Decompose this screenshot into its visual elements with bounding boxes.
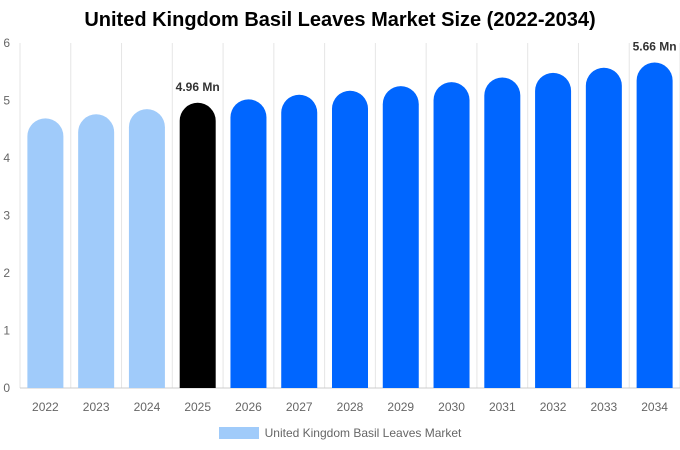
x-tick-label: 2031: [489, 400, 516, 414]
x-tick-label: 2030: [438, 400, 465, 414]
x-tick-label: 2032: [540, 400, 567, 414]
y-tick-label: 5: [3, 94, 10, 108]
bar-2023[interactable]: [78, 114, 115, 389]
y-tick-label: 3: [3, 209, 10, 223]
data-label-2034: 5.66 Mn: [633, 40, 677, 54]
y-tick-label: 1: [3, 324, 10, 338]
chart-title: United Kingdom Basil Leaves Market Size …: [84, 9, 596, 31]
y-axis: 0 1 2 3 4 5 6: [3, 36, 10, 395]
y-tick-label: 0: [3, 381, 10, 395]
bar-2025[interactable]: [179, 102, 216, 388]
x-tick-label: 2024: [134, 400, 161, 414]
data-labels: 4.96 Mn 5.66 Mn: [176, 40, 677, 94]
data-label-2025: 4.96 Mn: [176, 80, 220, 94]
x-tick-label: 2029: [387, 400, 414, 414]
x-tick-label: 2027: [286, 400, 313, 414]
bar-2026[interactable]: [230, 99, 267, 389]
x-tick-label: 2034: [641, 400, 668, 414]
legend-swatch: [218, 427, 259, 439]
y-tick-label: 6: [3, 36, 10, 50]
bar-2034[interactable]: [636, 62, 673, 388]
bar-2028[interactable]: [332, 90, 368, 388]
x-tick-label: 2022: [32, 400, 59, 414]
bar-2029[interactable]: [382, 86, 419, 388]
bars: [27, 62, 673, 389]
x-tick-label: 2025: [184, 400, 211, 414]
x-tick-label: 2023: [83, 400, 110, 414]
bar-2030[interactable]: [433, 82, 470, 388]
bar-2027[interactable]: [281, 94, 318, 388]
bar-2033[interactable]: [585, 67, 622, 388]
x-tick-label: 2026: [235, 400, 262, 414]
bar-2024[interactable]: [128, 109, 165, 388]
legend[interactable]: United Kingdom Basil Leaves Market: [0, 426, 680, 440]
grid-lines: [19, 43, 680, 389]
x-tick-label: 2028: [337, 400, 364, 414]
x-axis: 2022 2023 2024 2025 2026 2027 2028 2029 2030 2031…: [32, 400, 668, 414]
y-tick-label: 2: [3, 266, 10, 280]
bar-2031[interactable]: [484, 77, 521, 389]
legend-label: United Kingdom Basil Leaves Market: [264, 426, 462, 440]
y-tick-label: 4: [3, 151, 10, 165]
x-tick-label: 2033: [590, 400, 617, 414]
bar-2022[interactable]: [27, 118, 64, 388]
bar-2032[interactable]: [535, 72, 572, 389]
